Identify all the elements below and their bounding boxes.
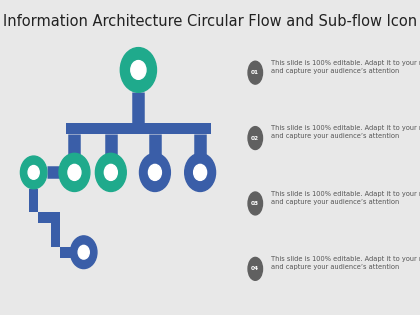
Circle shape xyxy=(120,48,157,92)
Text: 01: 01 xyxy=(251,70,259,75)
Circle shape xyxy=(148,164,161,180)
Text: 04: 04 xyxy=(251,266,259,271)
Bar xyxy=(38,212,60,223)
Circle shape xyxy=(185,153,215,192)
Circle shape xyxy=(59,153,90,192)
Text: This slide is 100% editable. Adapt it to your needs
and capture your audience’s : This slide is 100% editable. Adapt it to… xyxy=(271,60,420,74)
Circle shape xyxy=(194,164,207,180)
Circle shape xyxy=(248,61,262,84)
Circle shape xyxy=(248,257,262,280)
Bar xyxy=(66,123,211,134)
Text: 03: 03 xyxy=(251,201,259,206)
Circle shape xyxy=(21,156,47,189)
Circle shape xyxy=(104,164,117,180)
Text: This slide is 100% editable. Adapt it to your needs
and capture your audience’s : This slide is 100% editable. Adapt it to… xyxy=(271,191,420,205)
Circle shape xyxy=(28,165,39,179)
Circle shape xyxy=(131,60,146,79)
Bar xyxy=(51,223,60,247)
Bar xyxy=(29,189,38,212)
Circle shape xyxy=(139,153,171,192)
Text: 02: 02 xyxy=(251,135,259,140)
Circle shape xyxy=(95,153,126,192)
Circle shape xyxy=(248,127,262,150)
Text: This slide is 100% editable. Adapt it to your needs
and capture your audience’s : This slide is 100% editable. Adapt it to… xyxy=(271,125,420,139)
Bar xyxy=(60,247,73,258)
Text: Information Architecture Circular Flow and Sub-flow Icon: Information Architecture Circular Flow a… xyxy=(3,14,417,29)
Text: This slide is 100% editable. Adapt it to your needs
and capture your audience’s : This slide is 100% editable. Adapt it to… xyxy=(271,256,420,270)
Circle shape xyxy=(71,236,97,269)
Circle shape xyxy=(78,245,89,259)
Circle shape xyxy=(68,164,81,180)
Circle shape xyxy=(248,192,262,215)
